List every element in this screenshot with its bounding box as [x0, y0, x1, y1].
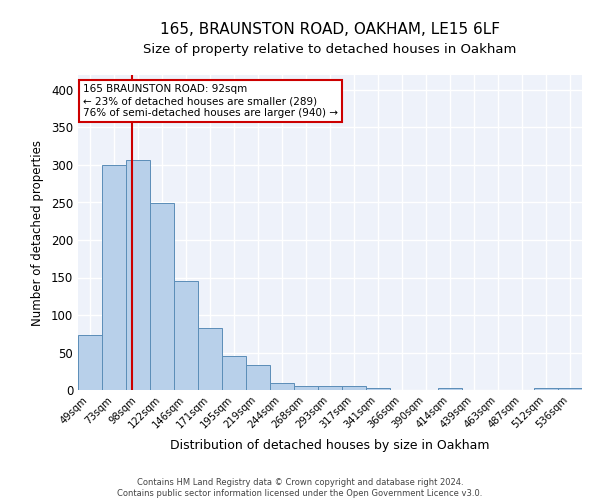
Bar — [150, 203, 174, 390]
Bar — [174, 281, 198, 390]
Bar — [198, 328, 222, 390]
Bar — [294, 386, 318, 390]
Text: Size of property relative to detached houses in Oakham: Size of property relative to detached ho… — [143, 42, 517, 56]
Bar — [270, 382, 294, 390]
Text: 165 BRAUNSTON ROAD: 92sqm
← 23% of detached houses are smaller (289)
76% of semi: 165 BRAUNSTON ROAD: 92sqm ← 23% of detac… — [83, 84, 338, 117]
Text: Contains HM Land Registry data © Crown copyright and database right 2024.
Contai: Contains HM Land Registry data © Crown c… — [118, 478, 482, 498]
Bar — [342, 386, 366, 390]
Bar — [126, 160, 150, 390]
Y-axis label: Number of detached properties: Number of detached properties — [31, 140, 44, 326]
Bar — [366, 388, 390, 390]
Bar — [222, 356, 246, 390]
Text: 165, BRAUNSTON ROAD, OAKHAM, LE15 6LF: 165, BRAUNSTON ROAD, OAKHAM, LE15 6LF — [160, 22, 500, 38]
X-axis label: Distribution of detached houses by size in Oakham: Distribution of detached houses by size … — [170, 439, 490, 452]
Bar — [102, 165, 126, 390]
Bar — [438, 388, 462, 390]
Bar — [78, 335, 102, 390]
Bar — [318, 386, 342, 390]
Bar — [534, 388, 558, 390]
Bar — [558, 388, 582, 390]
Bar — [246, 364, 270, 390]
